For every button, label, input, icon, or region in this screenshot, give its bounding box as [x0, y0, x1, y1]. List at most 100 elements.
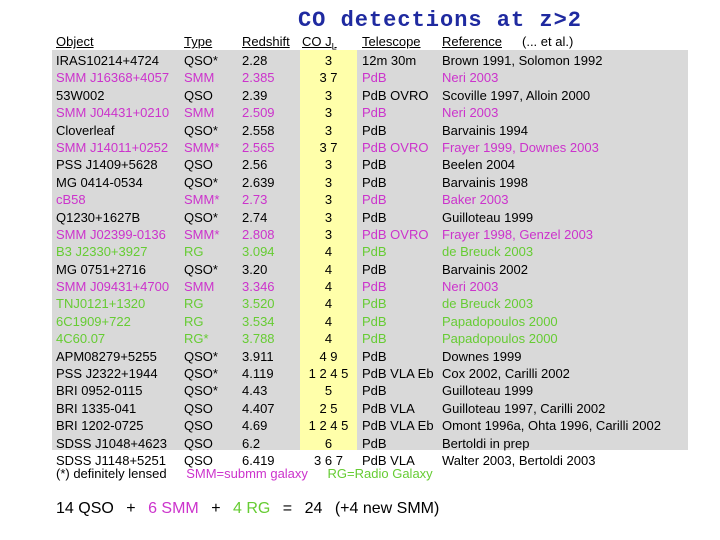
- row-redshift: 2.74: [242, 209, 268, 225]
- row-reference: Downes 1999: [442, 348, 522, 364]
- row-co-lines: 3: [324, 122, 333, 138]
- summary-plus-1: +: [126, 500, 136, 517]
- row-reference: Neri 2003: [442, 279, 499, 295]
- table-row: BRI 1335-041 QSO 4.407 2 5 PdB VLA Guilloteau…: [0, 400, 720, 417]
- table-row: SMM J02399-0136 SMM* 2.808 3 PdB OVRO Frayer …: [0, 226, 720, 243]
- row-redshift: 3.911: [242, 348, 274, 364]
- row-reference: Neri 2003: [442, 70, 499, 86]
- footnote-rg: RG=Radio Galaxy: [327, 466, 433, 481]
- row-type: SMM*: [184, 192, 220, 208]
- row-object: MG 0414-0534: [56, 174, 143, 190]
- row-object: 6C1909+722: [56, 313, 131, 329]
- row-redshift: 2.565: [242, 139, 275, 155]
- table-row: Q1230+1627B QSO* 2.74 3 PdB Guilloteau 1999: [0, 209, 720, 226]
- row-redshift: 2.73: [242, 192, 268, 208]
- row-type: QSO: [184, 418, 213, 434]
- row-telescope: PdB: [362, 157, 387, 173]
- table-row: Cloverleaf QSO* 2.558 3 PdB Barvainis 1994: [0, 122, 720, 139]
- row-redshift: 3.534: [242, 313, 275, 329]
- row-type: QSO*: [184, 366, 218, 382]
- table-row: PSS J2322+1944 QSO* 4.119 1 2 4 5 PdB VLA Eb…: [0, 365, 720, 382]
- row-reference: Guilloteau 1997, Carilli 2002: [442, 400, 606, 416]
- detections-table: IRAS10214+4724 QSO* 2.28 3 12m 30m Brown 1991…: [0, 52, 720, 469]
- row-telescope: PdB: [362, 348, 387, 364]
- row-co-lines: 5: [324, 383, 333, 399]
- row-type: QSO: [184, 157, 213, 173]
- row-type: QSO: [184, 452, 213, 468]
- table-row: SMM J09431+4700 SMM 3.346 4 PdB Neri 2003: [0, 278, 720, 295]
- row-redshift: 4.69: [242, 418, 268, 434]
- table-background: [52, 50, 688, 450]
- header-type: Type: [184, 34, 213, 49]
- row-object: SMM J14011+0252: [56, 139, 169, 155]
- row-redshift: 4.119: [242, 366, 274, 382]
- row-co-lines: 3: [324, 174, 333, 190]
- row-reference: Guilloteau 1999: [442, 383, 534, 399]
- header-co-label: CO J: [302, 34, 332, 49]
- row-telescope: PdB OVRO: [362, 226, 429, 242]
- header-etal: (... et al.): [522, 34, 574, 49]
- table-row: SMM J14011+0252 SMM* 2.565 3 7 PdB OVRO Fraye…: [0, 139, 720, 156]
- row-object: B3 J2330+3927: [56, 244, 148, 260]
- row-reference: de Breuck 2003: [442, 296, 534, 312]
- row-reference: Barvainis 1998: [442, 174, 528, 190]
- row-redshift: 6.2: [242, 435, 261, 451]
- row-object: PSS J1409+5628: [56, 157, 158, 173]
- summary-total: 24: [304, 500, 323, 517]
- row-telescope: PdB: [362, 279, 387, 295]
- row-reference: Beelen 2004: [442, 157, 516, 173]
- row-redshift: 3.094: [242, 244, 275, 260]
- row-object: 53W002: [56, 87, 105, 103]
- row-type: RG: [184, 296, 204, 312]
- row-type: SMM: [184, 105, 215, 121]
- row-reference: Barvainis 1994: [442, 122, 528, 138]
- footnote: (*) definitely lensed SMM=submm galaxy R…: [56, 466, 433, 481]
- row-telescope: PdB VLA Eb: [362, 366, 434, 382]
- row-object: Cloverleaf: [56, 122, 115, 138]
- row-type: QSO: [184, 87, 213, 103]
- row-object: BRI 0952-0115: [56, 383, 143, 399]
- row-reference: Scoville 1997, Alloin 2000: [442, 87, 591, 103]
- row-redshift: 2.639: [242, 174, 275, 190]
- row-object: SMM J02399-0136: [56, 226, 166, 242]
- footnote-smm: SMM=submm galaxy: [186, 466, 308, 481]
- row-redshift: 2.28: [242, 53, 268, 68]
- row-redshift: 6.419: [242, 452, 275, 468]
- co-column-highlight: [300, 50, 357, 450]
- row-telescope: PdB: [362, 261, 387, 277]
- row-telescope: PdB: [362, 331, 387, 347]
- row-redshift: 2.56: [242, 157, 268, 173]
- row-reference: Papadopoulos 2000: [442, 331, 558, 347]
- row-co-lines: 4: [324, 244, 333, 260]
- row-reference: Brown 1991, Solomon 1992: [442, 53, 603, 68]
- header-telescope: Telescope: [362, 34, 421, 49]
- table-row: BRI 1202-0725 QSO 4.69 1 2 4 5 PdB VLA Eb Omo…: [0, 417, 720, 434]
- row-telescope: PdB VLA Eb: [362, 418, 434, 434]
- row-co-lines: 3 7: [319, 139, 338, 155]
- footnote-lensed: (*) definitely lensed: [56, 466, 167, 481]
- row-reference: Frayer 1998, Genzel 2003: [442, 226, 594, 242]
- row-co-lines: 3: [324, 192, 333, 208]
- table-row: IRAS10214+4724 QSO* 2.28 3 12m 30m Brown 1991…: [0, 52, 720, 69]
- row-telescope: PdB: [362, 174, 387, 190]
- row-co-lines: 3: [324, 209, 333, 225]
- row-telescope: PdB VLA: [362, 452, 415, 468]
- row-co-lines: 3: [324, 87, 333, 103]
- row-telescope: PdB: [362, 244, 387, 260]
- row-type: QSO*: [184, 53, 218, 68]
- table-row: PSS J1409+5628 QSO 2.56 3 PdB Beelen 2004: [0, 156, 720, 173]
- row-object: SDSS J1148+5251: [56, 452, 166, 468]
- header-co: CO JL: [302, 34, 337, 52]
- row-redshift: 4.43: [242, 383, 268, 399]
- row-object: SMM J16368+4057: [56, 70, 170, 86]
- row-co-lines: 4: [324, 296, 333, 312]
- row-reference: Bertoldi in prep: [442, 435, 530, 451]
- row-redshift: 3.520: [242, 296, 275, 312]
- row-redshift: 3.20: [242, 261, 268, 277]
- row-co-lines: 3: [324, 226, 333, 242]
- header-reference: Reference: [442, 34, 502, 49]
- header-redshift: Redshift: [242, 34, 290, 49]
- header-co-sub: L: [331, 41, 337, 52]
- row-telescope: PdB OVRO: [362, 87, 429, 103]
- row-object: Q1230+1627B: [56, 209, 141, 225]
